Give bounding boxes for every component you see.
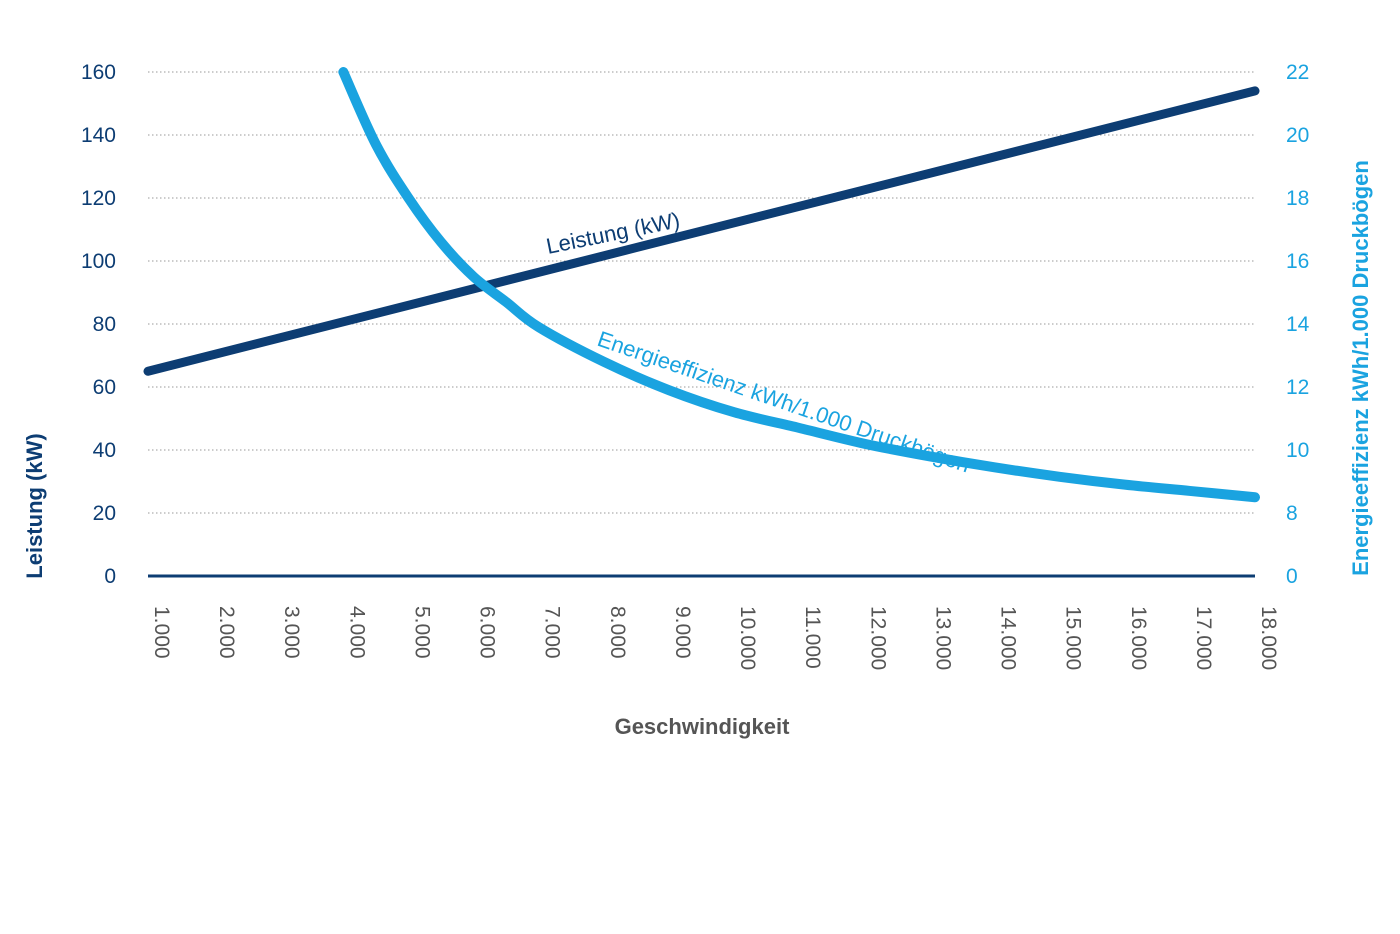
y-left-tick-label: 0 <box>104 565 116 588</box>
x-tick-label: 12.000 <box>866 606 889 670</box>
x-tick-label: 17.000 <box>1192 606 1215 670</box>
x-tick-label: 13.000 <box>931 606 954 670</box>
y-axis-right-title: Energieeffizienz kWh/1.000 Druckbögen <box>1348 160 1373 576</box>
y-right-tick-label: 20 <box>1286 124 1309 147</box>
x-axis-title: Geschwindigkeit <box>615 714 790 739</box>
y-left-tick-label: 40 <box>93 439 116 462</box>
y-right-tick-label: 22 <box>1286 61 1309 84</box>
x-tick-label: 5.000 <box>410 606 433 659</box>
x-tick-label: 15.000 <box>1062 606 1085 670</box>
y-left-tick-label: 100 <box>81 250 116 273</box>
x-tick-label: 8.000 <box>606 606 629 659</box>
x-tick-label: 14.000 <box>997 606 1020 670</box>
x-tick-label: 10.000 <box>736 606 759 670</box>
x-tick-label: 6.000 <box>476 606 499 659</box>
series-label-energieeffizienz: Energieeffizienz kWh/1.000 Druckbögen <box>594 326 973 477</box>
y-right-tick-label: 18 <box>1286 187 1309 210</box>
x-tick-label: 16.000 <box>1127 606 1150 670</box>
x-tick-label: 11.000 <box>801 606 824 669</box>
x-tick-label: 4.000 <box>345 606 368 659</box>
y-left-tick-label: 80 <box>93 313 116 336</box>
y-left-tick-label: 60 <box>93 376 116 399</box>
gridlines <box>148 71 1255 514</box>
x-tick-label: 9.000 <box>671 606 694 659</box>
series-line-leistung <box>143 86 1260 376</box>
series-line-energieeffizienz <box>338 67 1260 503</box>
y-right-tick-label: 0 <box>1286 565 1298 588</box>
left-axis-ticks: 0 20 40 60 80 100 120 140 160 <box>81 61 116 588</box>
right-axis-ticks: 0 8 10 12 14 16 18 20 22 <box>1286 61 1310 588</box>
x-tick-label: 2.000 <box>215 606 238 659</box>
x-axis-ticks: 1.000 2.000 3.000 4.000 5.000 6.000 7.000 8.000… <box>150 606 1280 670</box>
x-tick-label: 18.000 <box>1257 606 1280 670</box>
y-right-tick-label: 16 <box>1286 250 1309 273</box>
y-right-tick-label: 14 <box>1286 313 1310 336</box>
y-left-tick-label: 120 <box>81 187 116 210</box>
y-right-tick-label: 10 <box>1286 439 1309 462</box>
x-tick-label: 1.000 <box>150 606 173 659</box>
y-axis-left-title: Leistung (kW) <box>22 433 47 578</box>
y-left-tick-label: 140 <box>81 124 116 147</box>
series-lines <box>143 67 1260 503</box>
y-right-tick-label: 12 <box>1286 376 1309 399</box>
x-tick-label: 7.000 <box>541 606 564 659</box>
y-right-tick-label: 8 <box>1286 502 1298 525</box>
y-left-tick-label: 20 <box>93 502 116 525</box>
y-left-tick-label: 160 <box>81 61 116 84</box>
x-tick-label: 3.000 <box>280 606 303 659</box>
